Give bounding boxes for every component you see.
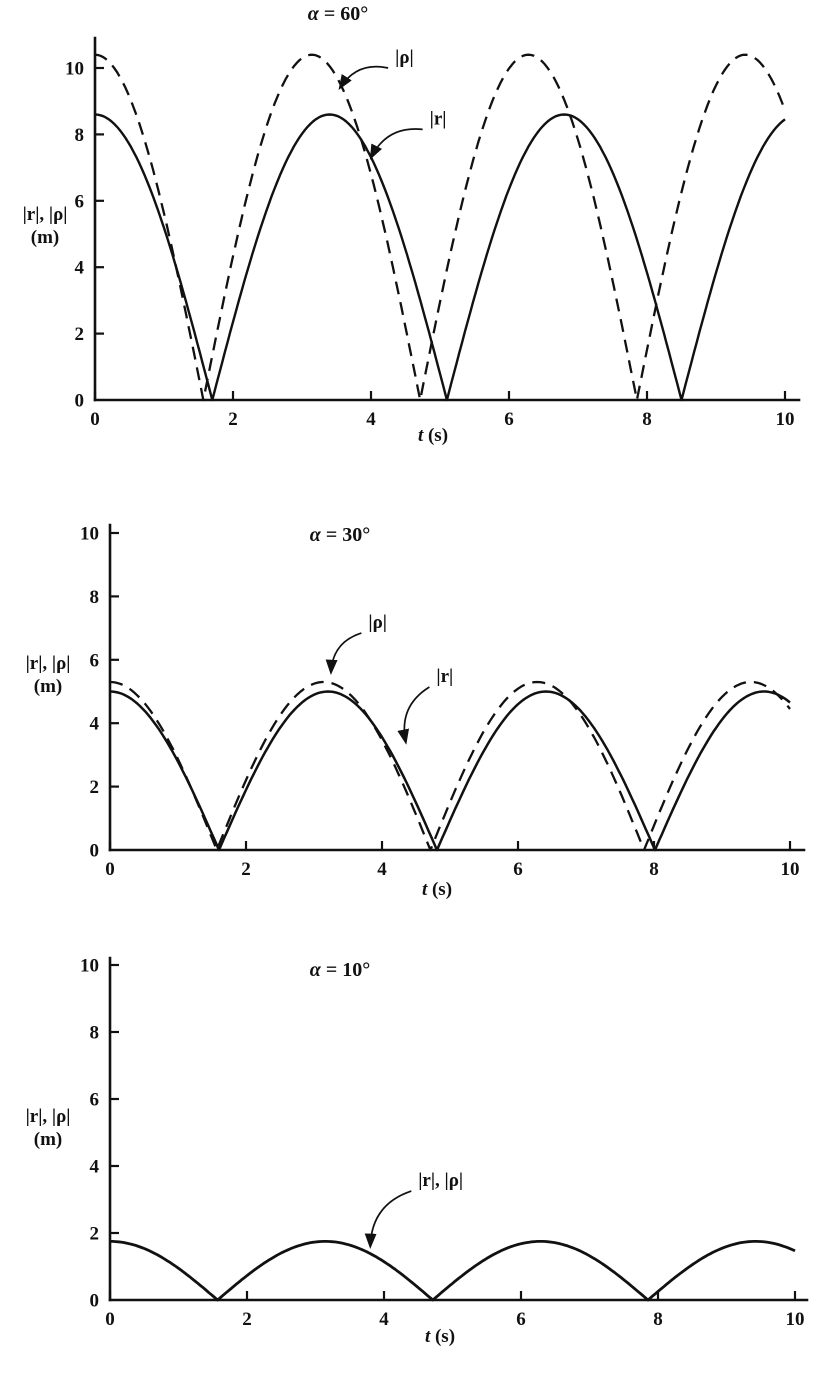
- y-tick-label: 4: [75, 258, 85, 279]
- y-axis-unit: (m): [34, 1129, 62, 1150]
- x-tick-label: 0: [105, 1309, 115, 1330]
- chart-title: α = 10°: [310, 959, 370, 981]
- y-tick-label: 0: [90, 1291, 100, 1312]
- y-tick-label: 8: [75, 125, 85, 146]
- x-tick-label: 6: [513, 859, 523, 880]
- chart-title: α = 30°: [310, 524, 370, 546]
- annotation-arrow: [397, 686, 430, 745]
- x-tick-label: 0: [90, 409, 100, 430]
- chart-title: α = 60°: [308, 3, 368, 25]
- y-axis-label: |r|, |ρ|: [26, 653, 71, 674]
- y-axis-unit: (m): [34, 676, 62, 697]
- x-axis-label: t (s): [425, 1326, 455, 1347]
- x-tick-label: 8: [653, 1309, 663, 1330]
- y-tick-label: 0: [90, 841, 100, 862]
- curve-label: |r|, |ρ|: [418, 1170, 463, 1191]
- annotation-arrow: [369, 128, 423, 160]
- y-tick-label: 6: [75, 191, 85, 212]
- x-tick-label: 0: [105, 859, 115, 880]
- curve-label: |ρ|: [395, 47, 414, 68]
- x-tick-label: 10: [781, 859, 800, 880]
- chart-alpha-60: 0 2 4 6 8 10 0 2 4 6 8 10 |ρ| |r| α = 60° |r|, |ρ| (m…: [0, 0, 825, 455]
- curve-rho-dashed: [94, 53, 787, 402]
- y-axis-unit: (m): [31, 227, 59, 248]
- chart-alpha-30: 0 2 4 6 8 10 0 2 4 6 8 10 |ρ| |r| α = 30° |r|, |ρ| (m…: [0, 455, 825, 910]
- annotation-arrow: [325, 632, 362, 676]
- chart-canvas-alpha-60: 0 2 4 6 8 10 0 2 4 6 8 10 |ρ| |r| α = 60° |r|, |ρ| (m…: [23, 3, 801, 446]
- curve-r-solid: [109, 690, 791, 852]
- x-tick-label: 6: [504, 409, 514, 430]
- chart-canvas-alpha-30: 0 2 4 6 8 10 0 2 4 6 8 10 |ρ| |r| α = 30° |r|, |ρ| (m…: [26, 524, 806, 900]
- x-tick-label: 8: [642, 409, 652, 430]
- x-tick-label: 2: [242, 1309, 252, 1330]
- y-tick-label: 6: [90, 1090, 100, 1111]
- y-tick-label: 0: [75, 391, 85, 412]
- y-tick-label: 10: [65, 59, 84, 80]
- y-tick-label: 4: [90, 714, 100, 735]
- curve-r-solid: [110, 1240, 796, 1302]
- y-tick-label: 6: [90, 650, 100, 671]
- annotation-arrow: [338, 65, 389, 91]
- x-tick-label: 2: [228, 409, 238, 430]
- y-tick-label: 4: [90, 1157, 100, 1178]
- y-tick-label: 2: [90, 777, 100, 798]
- y-tick-label: 8: [90, 587, 100, 608]
- x-tick-label: 8: [649, 859, 659, 880]
- annotation-arrow: [364, 1190, 412, 1249]
- curve-label: |ρ|: [368, 612, 387, 633]
- curve-label: |r|: [436, 666, 453, 687]
- y-tick-label: 8: [90, 1023, 100, 1044]
- y-tick-label: 2: [90, 1224, 100, 1245]
- y-axis-label: |r|, |ρ|: [26, 1106, 71, 1127]
- x-tick-label: 6: [516, 1309, 526, 1330]
- x-tick-label: 4: [379, 1309, 389, 1330]
- y-axis-label: |r|, |ρ|: [23, 204, 68, 225]
- curve-label: |r|: [430, 108, 447, 129]
- x-tick-label: 4: [377, 859, 387, 880]
- y-tick-label: 10: [80, 524, 99, 545]
- x-tick-label: 10: [786, 1309, 805, 1330]
- y-tick-label: 2: [75, 324, 85, 345]
- curve-r-solid: [94, 113, 786, 402]
- x-axis-label: t (s): [422, 879, 452, 900]
- x-tick-label: 10: [776, 409, 795, 430]
- x-axis-label: t (s): [418, 425, 448, 446]
- curve-rho-dashed: [109, 680, 791, 852]
- y-tick-label: 10: [80, 956, 99, 977]
- x-tick-label: 4: [366, 409, 376, 430]
- x-tick-label: 2: [241, 859, 251, 880]
- chart-alpha-10: 0 2 4 6 8 10 0 2 4 6 8 10 |r|, |ρ| α = 10° |r|, |ρ| …: [0, 910, 825, 1386]
